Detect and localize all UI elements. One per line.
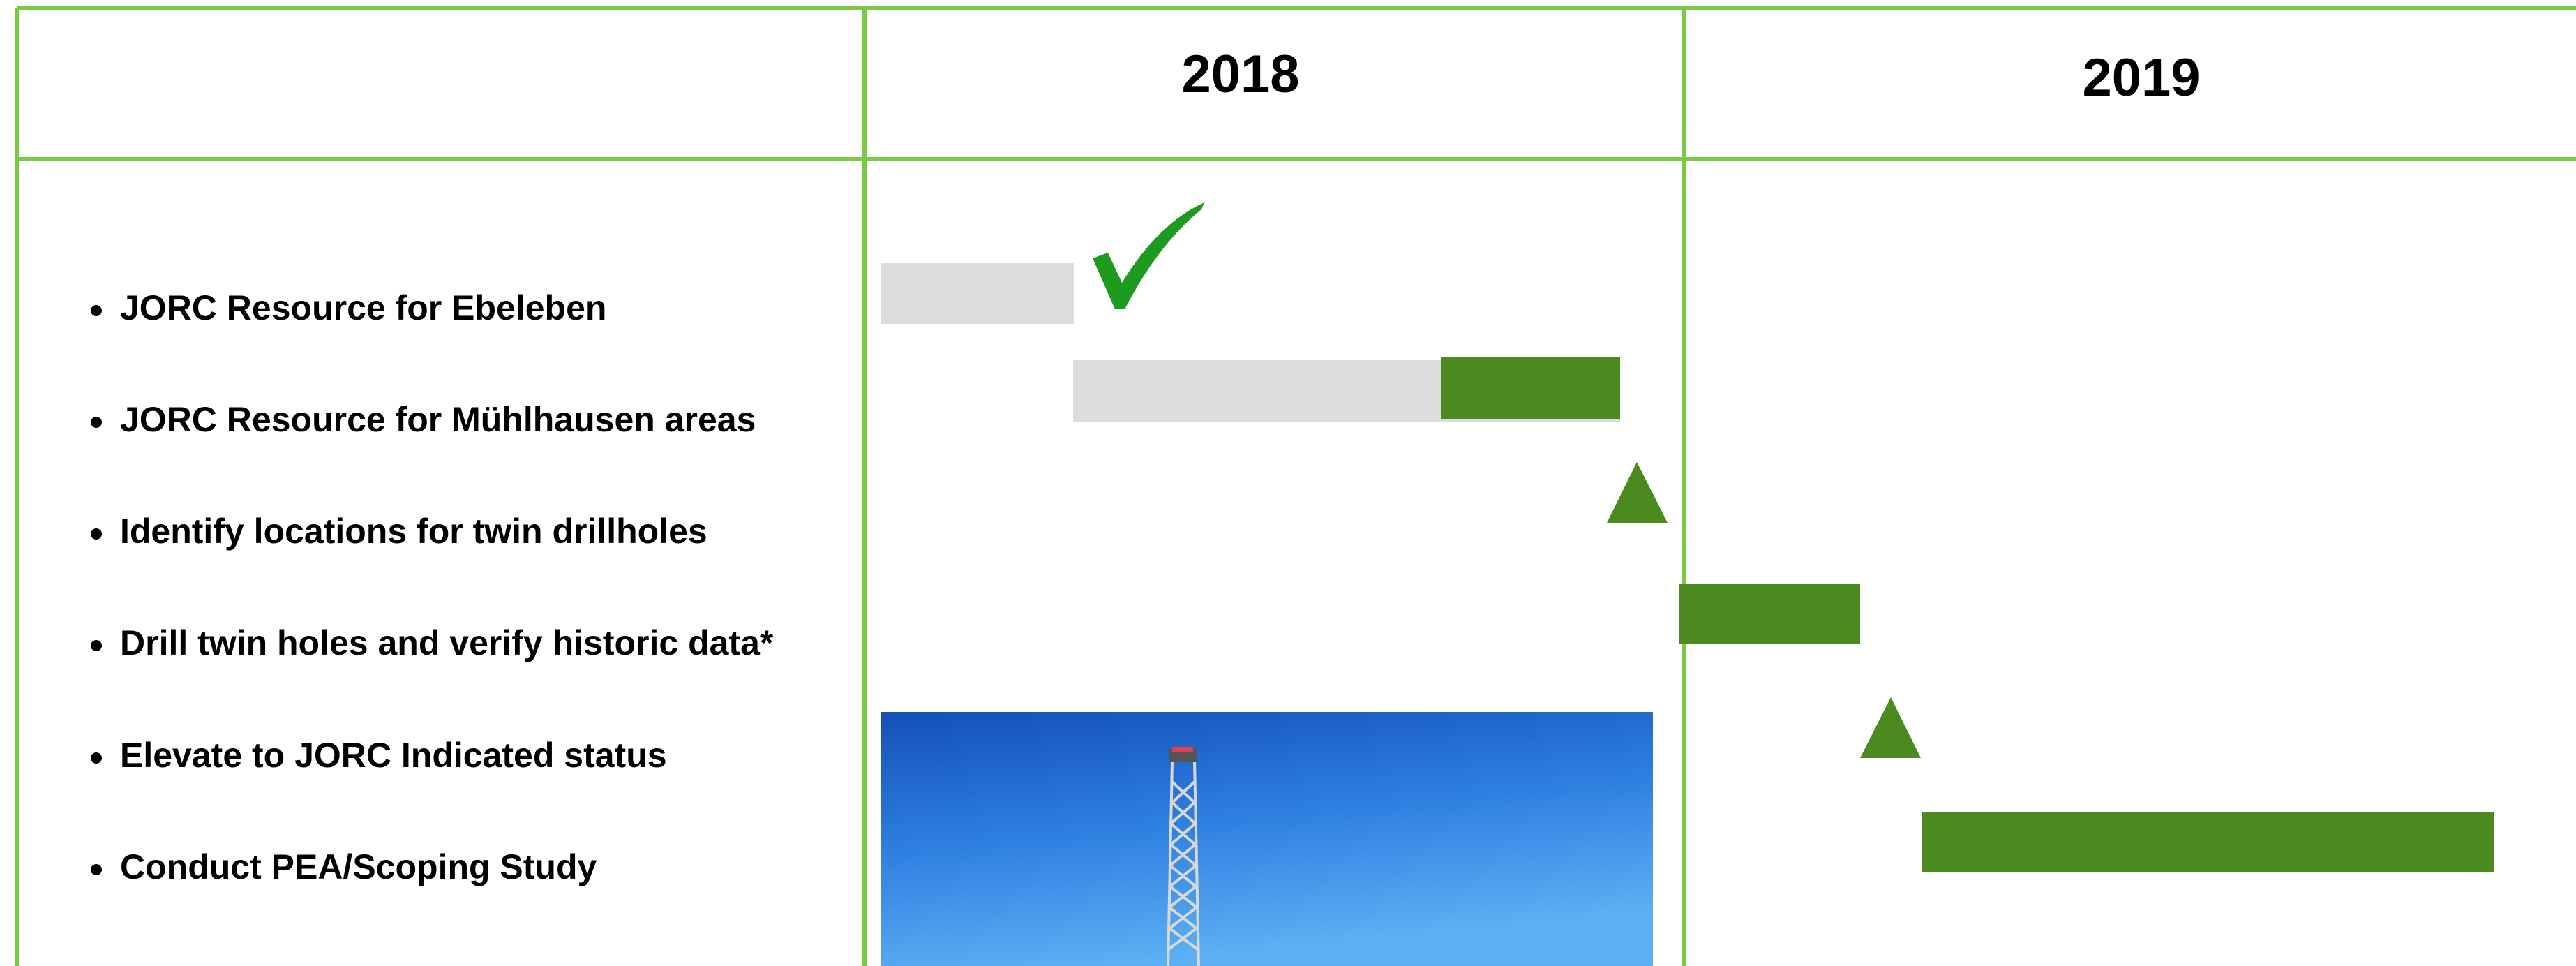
task-label: JORC Resource for Mühlhausen areas bbox=[120, 400, 756, 439]
task-label: Elevate to JORC Indicated status bbox=[120, 736, 667, 775]
rig-tower bbox=[1167, 760, 1200, 966]
drill-rig-photo bbox=[881, 712, 1653, 966]
year-header: 2018 bbox=[1181, 45, 1299, 104]
bullet bbox=[91, 305, 102, 316]
task-bar bbox=[1922, 812, 2494, 872]
bullet bbox=[91, 752, 102, 764]
task-list: JORC Resource for Ebeleben JORC Resource … bbox=[91, 288, 774, 886]
bullet bbox=[91, 864, 102, 875]
task-bar-done bbox=[881, 263, 1074, 324]
bullet bbox=[91, 640, 102, 651]
task-bar bbox=[1679, 584, 1860, 644]
bullet bbox=[91, 417, 102, 428]
task-label: Drill twin holes and verify historic dat… bbox=[120, 623, 774, 662]
task-label: Conduct PEA/Scoping Study bbox=[120, 847, 597, 886]
check-mark bbox=[1093, 202, 1204, 309]
bullet bbox=[91, 528, 102, 540]
rig-light bbox=[1172, 747, 1193, 752]
task-label: JORC Resource for Ebeleben bbox=[120, 288, 606, 327]
milestone bbox=[1860, 697, 1921, 758]
task-label: Identify locations for twin drillholes bbox=[120, 512, 707, 551]
milestone bbox=[1607, 462, 1668, 523]
task-bar bbox=[1441, 357, 1620, 419]
table-grid bbox=[15, 6, 2576, 966]
year-header: 2019 bbox=[2082, 48, 2200, 107]
photo-sky bbox=[881, 712, 1653, 966]
